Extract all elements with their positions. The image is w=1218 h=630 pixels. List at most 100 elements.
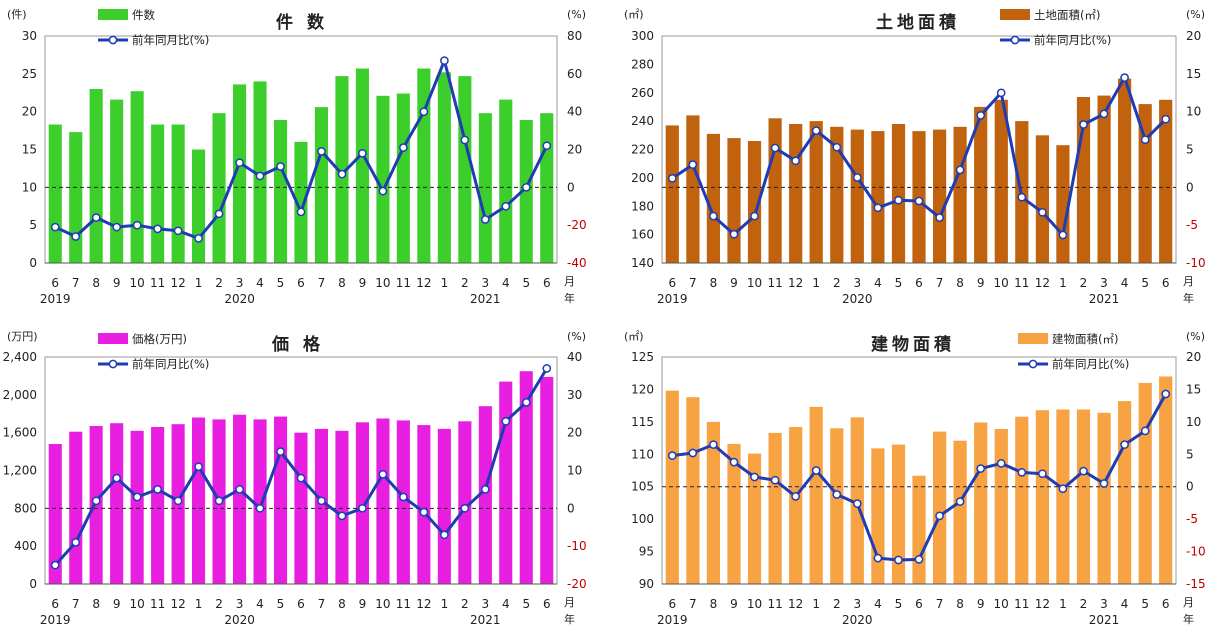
yoy-point-22 <box>1120 440 1129 449</box>
bar-12-18 <box>417 425 431 584</box>
month-label: 7 <box>936 276 944 290</box>
bar-1-19 <box>437 428 451 584</box>
yoy-point-8 <box>214 209 224 219</box>
bar-12-6 <box>789 427 803 584</box>
bar-5-11 <box>891 444 906 584</box>
right-unit: (%) <box>1186 330 1205 343</box>
bar-8-14 <box>335 76 349 263</box>
month-label: 6 <box>543 276 551 290</box>
month-label: 12 <box>170 276 185 290</box>
right-tick: -5 <box>1186 218 1198 232</box>
year-label: 2021 <box>470 613 501 627</box>
month-label: 10 <box>375 276 390 290</box>
yoy-point-23 <box>1140 135 1150 145</box>
year-suffix: 年 <box>1183 291 1194 305</box>
legend-swatch-bar <box>1018 333 1048 344</box>
left-tick: 0 <box>29 256 37 270</box>
yoy-point-6 <box>173 496 183 506</box>
left-tick: 105 <box>631 480 654 494</box>
month-label: 4 <box>1121 597 1129 611</box>
month-label: 10 <box>994 276 1009 290</box>
legend-label-bar: 件数 <box>132 8 155 22</box>
left-tick: 30 <box>22 29 37 43</box>
yoy-point-21 <box>480 215 490 224</box>
right-tick: 15 <box>1186 382 1201 396</box>
yoy-point-17 <box>399 143 408 152</box>
right-tick: 60 <box>567 67 582 81</box>
bar-2-8 <box>830 428 844 584</box>
left-tick: 2,000 <box>3 388 37 402</box>
yoy-point-19 <box>440 56 449 65</box>
month-suffix: 月 <box>564 275 575 288</box>
left-tick: 260 <box>631 86 654 100</box>
bar-6-24 <box>540 113 554 263</box>
yoy-point-15 <box>358 503 367 513</box>
legend-label-bar: 価格(万円) <box>132 332 187 346</box>
bar-10-4 <box>747 453 762 584</box>
month-label: 1 <box>812 597 820 611</box>
legend-marker <box>108 35 118 45</box>
bar-5-23 <box>1138 104 1152 263</box>
yoy-point-10 <box>255 171 265 181</box>
yoy-point-15 <box>358 148 367 158</box>
bar-10-4 <box>747 141 762 263</box>
bar-5-23 <box>1138 382 1152 584</box>
bar-6-12 <box>912 475 926 584</box>
yoy-point-8 <box>832 490 842 499</box>
yoy-point-23 <box>1140 426 1150 436</box>
left-tick: 160 <box>631 228 654 242</box>
bar-1-19 <box>1056 409 1070 584</box>
month-label: 8 <box>92 597 100 611</box>
yoy-point-15 <box>976 464 986 473</box>
bar-6-24 <box>1159 376 1173 584</box>
legend-label-line: 前年同月比(%) <box>1052 357 1129 371</box>
left-tick: 1,600 <box>3 426 37 440</box>
left-tick: 400 <box>14 539 37 553</box>
yoy-point-21 <box>1099 479 1109 488</box>
month-label: 10 <box>130 597 145 611</box>
bar-11-17 <box>396 420 410 584</box>
yoy-point-4 <box>750 472 759 482</box>
month-label: 6 <box>668 276 676 290</box>
month-label: 12 <box>788 597 803 611</box>
bar-4-22 <box>499 99 513 263</box>
yoy-point-7 <box>194 234 203 243</box>
right-tick: 80 <box>567 29 582 43</box>
month-label: 3 <box>481 276 489 290</box>
bar-3-9 <box>233 414 247 584</box>
bar-7-13 <box>314 428 328 584</box>
month-label: 2 <box>461 276 469 290</box>
legend-label-line: 前年同月比(%) <box>132 357 209 371</box>
year-label: 2019 <box>40 613 71 627</box>
yoy-point-10 <box>873 203 883 213</box>
bar-9-15 <box>974 422 988 584</box>
right-tick: 0 <box>567 180 575 194</box>
yoy-point-6 <box>791 156 800 166</box>
year-suffix: 年 <box>564 291 575 305</box>
right-tick: 40 <box>567 105 582 119</box>
bar-7-1 <box>686 115 700 264</box>
left-tick: 95 <box>639 545 654 559</box>
bar-2-8 <box>212 113 226 263</box>
yoy-point-1 <box>688 448 698 458</box>
yoy-point-6 <box>791 492 800 501</box>
month-label: 6 <box>915 597 923 611</box>
left-tick: 0 <box>29 577 37 591</box>
month-label: 4 <box>256 276 264 290</box>
yoy-point-24 <box>1161 389 1171 399</box>
bar-5-11 <box>274 416 288 584</box>
yoy-point-24 <box>1161 114 1171 124</box>
month-label: 6 <box>543 597 551 611</box>
bar-6-12 <box>294 141 308 263</box>
left-tick: 125 <box>631 350 654 364</box>
yoy-point-20 <box>1079 120 1088 129</box>
month-label: 3 <box>236 276 244 290</box>
bar-10-16 <box>376 95 390 263</box>
yoy-point-13 <box>935 511 944 521</box>
month-label: 5 <box>522 597 530 611</box>
yoy-point-0 <box>50 560 60 570</box>
month-suffix: 月 <box>1183 275 1194 288</box>
yoy-point-11 <box>894 555 903 565</box>
left-unit: (㎡) <box>624 330 644 343</box>
